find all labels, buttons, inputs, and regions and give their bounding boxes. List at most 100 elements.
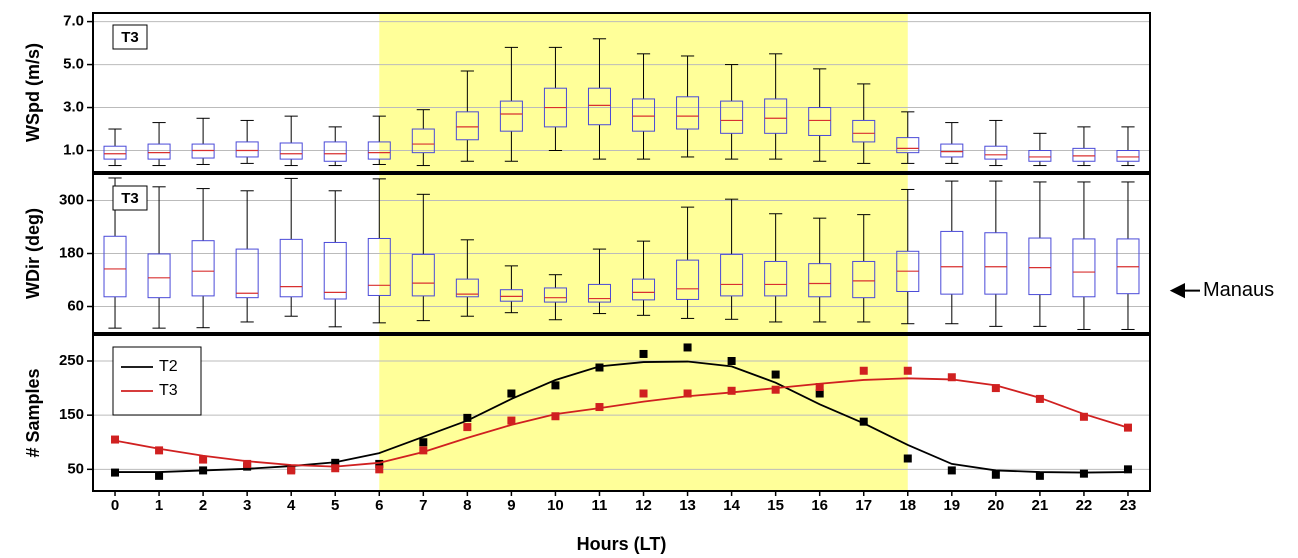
box xyxy=(279,142,303,160)
x-tick-label: 20 xyxy=(988,497,1005,514)
box xyxy=(632,98,656,132)
marker xyxy=(551,412,560,421)
panel-label: T3 xyxy=(121,29,139,46)
panel-frame xyxy=(92,334,1151,492)
box xyxy=(323,141,347,162)
marker xyxy=(859,366,868,375)
y-tick-label: 150 xyxy=(59,406,84,423)
box xyxy=(852,260,876,299)
x-tick-label: 19 xyxy=(943,497,960,514)
box xyxy=(940,230,964,295)
marker xyxy=(331,458,340,467)
x-tick-label: 21 xyxy=(1032,497,1049,514)
box xyxy=(455,111,479,141)
x-tick-label: 13 xyxy=(679,497,696,514)
marker xyxy=(1123,423,1132,432)
marker xyxy=(903,366,912,375)
marker xyxy=(331,464,340,473)
box xyxy=(499,100,523,132)
marker xyxy=(595,403,604,412)
box xyxy=(632,278,656,301)
marker xyxy=(199,455,208,464)
box xyxy=(147,253,171,299)
box xyxy=(411,128,435,154)
box xyxy=(235,141,259,158)
marker xyxy=(991,384,1000,393)
x-tick-label: 17 xyxy=(855,497,872,514)
box xyxy=(411,253,435,297)
box xyxy=(323,241,347,300)
marker xyxy=(375,465,384,474)
marker xyxy=(639,349,648,358)
x-tick-label: 3 xyxy=(243,497,251,514)
box xyxy=(235,248,259,299)
x-tick-label: 8 xyxy=(463,497,471,514)
x-tick-label: 22 xyxy=(1076,497,1093,514)
y-tick-label: 7.0 xyxy=(63,13,84,30)
panel-label: T3 xyxy=(121,190,139,207)
x-tick-label: 0 xyxy=(111,497,119,514)
annotation-arrow xyxy=(1169,282,1200,299)
box xyxy=(455,278,479,298)
box xyxy=(676,96,700,130)
x-tick-label: 11 xyxy=(592,497,608,514)
marker xyxy=(243,459,252,468)
legend xyxy=(112,346,202,416)
box xyxy=(720,253,744,297)
legend-label: T3 xyxy=(159,382,178,399)
x-tick-label: 1 xyxy=(155,497,163,514)
box xyxy=(191,240,215,297)
box xyxy=(367,141,391,160)
marker xyxy=(111,435,120,444)
marker xyxy=(287,466,296,475)
marker xyxy=(463,413,472,422)
x-tick-label: 9 xyxy=(507,497,515,514)
x-tick-label: 23 xyxy=(1120,497,1137,514)
marker xyxy=(859,417,868,426)
box xyxy=(852,119,876,143)
label-box xyxy=(112,24,148,50)
y-axis-label: WDir (deg) xyxy=(23,208,43,299)
marker xyxy=(155,446,164,455)
marker xyxy=(155,471,164,480)
box xyxy=(279,238,303,298)
x-tick-label: 6 xyxy=(375,497,383,514)
box xyxy=(1072,238,1096,298)
box xyxy=(984,232,1008,295)
box xyxy=(808,263,832,298)
marker xyxy=(507,416,516,425)
box xyxy=(984,145,1008,160)
marker xyxy=(947,373,956,382)
box xyxy=(587,283,611,303)
box xyxy=(367,237,391,296)
marker xyxy=(463,423,472,432)
x-tick-label: 7 xyxy=(419,497,427,514)
box xyxy=(676,259,700,300)
x-tick-label: 14 xyxy=(723,497,740,514)
x-tick-label: 12 xyxy=(635,497,652,514)
y-tick-label: 1.0 xyxy=(63,141,84,158)
box xyxy=(764,260,788,297)
box xyxy=(1072,147,1096,162)
y-tick-label: 3.0 xyxy=(63,99,84,116)
y-axis-label: # Samples xyxy=(23,368,43,457)
marker xyxy=(507,389,516,398)
x-tick-label: 2 xyxy=(199,497,207,514)
label-box xyxy=(112,185,148,211)
box xyxy=(147,143,171,160)
marker xyxy=(727,357,736,365)
box xyxy=(720,100,744,134)
marker xyxy=(815,383,824,391)
x-tick-label: 4 xyxy=(287,497,296,514)
y-tick-label: 250 xyxy=(59,352,84,369)
x-tick-label: 18 xyxy=(899,497,916,514)
panel-frame xyxy=(92,12,1151,173)
marker xyxy=(815,389,824,398)
x-tick-label: 5 xyxy=(331,497,339,514)
box xyxy=(587,87,611,126)
marker xyxy=(771,385,780,394)
marker xyxy=(683,343,692,352)
shaded-period xyxy=(379,335,908,491)
box xyxy=(499,289,523,302)
